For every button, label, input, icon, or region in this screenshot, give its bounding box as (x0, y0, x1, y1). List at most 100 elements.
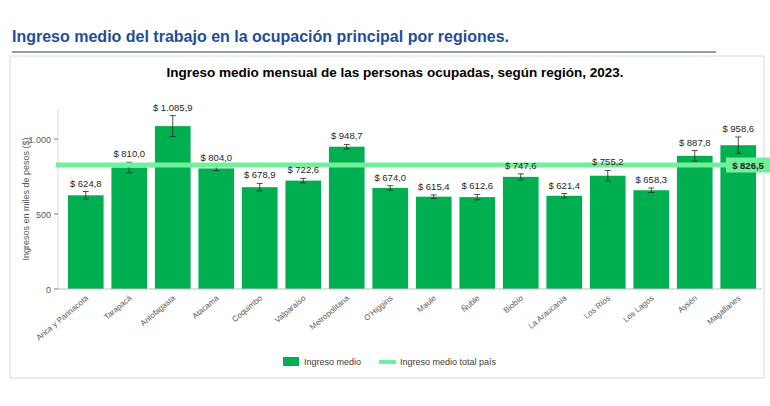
x-tick-label: Metropolitana (308, 293, 351, 331)
data-label: $ 810,0 (113, 148, 145, 159)
error-cap (561, 198, 567, 199)
error-bar (344, 144, 350, 149)
plot-marks (56, 116, 766, 289)
data-label: $ 612,6 (461, 180, 493, 191)
error-cap (561, 193, 567, 194)
x-tick-label: Maule (416, 293, 439, 314)
error-cap (126, 172, 132, 173)
bar (198, 168, 234, 289)
y-tick-label: 1.000 (28, 135, 51, 145)
x-tick-label: Arica y Parinacota (35, 293, 91, 342)
error-cap (518, 173, 524, 174)
error-cap (605, 180, 611, 181)
x-tick-label: La Araucanía (527, 293, 569, 331)
error-cap (387, 185, 393, 186)
error-cap (735, 136, 741, 137)
error-stem (477, 194, 478, 199)
bar (546, 196, 582, 289)
y-tick-label: 500 (36, 210, 51, 220)
data-label: $ 755,2 (592, 156, 624, 167)
error-stem (85, 192, 86, 200)
bar (459, 197, 495, 289)
bar (590, 176, 626, 289)
reference-label-box (726, 158, 770, 173)
error-cap (257, 183, 263, 184)
error-stem (607, 170, 608, 181)
error-stem (520, 174, 521, 180)
reference-line (56, 163, 766, 168)
data-label: $ 948,7 (331, 130, 363, 141)
y-axis-line (58, 109, 59, 289)
data-label: $ 747,6 (505, 160, 537, 171)
chart-root: Ingreso medio del trabajo en la ocupació… (0, 0, 770, 406)
error-bar (518, 174, 524, 180)
error-stem (259, 183, 260, 191)
x-tick-label: Valparaíso (273, 293, 308, 324)
error-cap (83, 199, 89, 200)
bar (503, 177, 539, 289)
error-stem (172, 116, 173, 137)
error-bar (692, 151, 698, 162)
data-label: $ 615,4 (418, 181, 450, 192)
x-tick-label: O'Higgins (362, 294, 394, 323)
bar (633, 190, 669, 289)
error-cap (648, 192, 654, 193)
reference-label: $ 826,5 (732, 160, 764, 171)
data-label: $ 887,8 (679, 137, 711, 148)
x-tick-label: Atacama (191, 293, 221, 321)
page-header: Ingreso medio del trabajo en la ocupació… (12, 28, 509, 45)
x-tick-label: Antofagasta (139, 293, 178, 328)
y-tick-label: 0 (46, 285, 51, 295)
error-stem (303, 178, 304, 183)
error-stem (564, 194, 565, 199)
legend-swatch (283, 357, 299, 366)
legend-swatch (379, 360, 396, 364)
error-cap (213, 170, 219, 171)
error-stem (694, 151, 695, 162)
data-label: $ 624,8 (70, 178, 102, 189)
error-cap (431, 194, 437, 195)
x-tick-label: Ñuble (460, 293, 482, 314)
data-label: $ 722,6 (287, 164, 319, 175)
data-label: $ 804,0 (200, 152, 232, 163)
x-axis-line (58, 289, 762, 290)
error-cap (431, 198, 437, 199)
error-cap (605, 170, 611, 171)
bar (329, 147, 365, 289)
error-stem (390, 186, 391, 191)
error-cap (257, 190, 263, 191)
data-label: $ 1.085,9 (153, 102, 193, 113)
error-cap (83, 191, 89, 192)
chart-title: Ingreso medio mensual de las personas oc… (167, 65, 624, 80)
error-cap (474, 199, 480, 200)
bar (111, 168, 147, 290)
error-bar (83, 192, 89, 200)
header-rule (12, 51, 716, 52)
data-label: $ 621,4 (548, 180, 580, 191)
error-stem (738, 137, 739, 154)
error-cap (300, 182, 306, 183)
error-bar (387, 186, 393, 191)
error-cap (344, 144, 350, 145)
error-cap (387, 190, 393, 191)
y-tick (54, 289, 58, 290)
bar (677, 156, 713, 289)
error-cap (648, 188, 654, 189)
legend-label: Ingreso medio total país (400, 357, 497, 367)
data-label: $ 658,3 (635, 174, 667, 185)
error-cap (692, 161, 698, 162)
error-bar (257, 183, 263, 191)
error-cap (300, 178, 306, 179)
y-axis-label: Ingresos en miles de pesos ($) (21, 137, 31, 260)
error-bar (431, 195, 437, 199)
chart-frame (10, 56, 764, 378)
bar (416, 197, 452, 289)
error-bar (300, 178, 306, 183)
error-cap (518, 179, 524, 180)
x-tick-label: Coquimbo (230, 293, 264, 324)
x-tick-label: Aysén (676, 294, 699, 315)
x-tick-label: Magallanes (705, 294, 742, 327)
error-stem (651, 188, 652, 193)
bar (372, 188, 408, 289)
y-tick (54, 139, 58, 140)
